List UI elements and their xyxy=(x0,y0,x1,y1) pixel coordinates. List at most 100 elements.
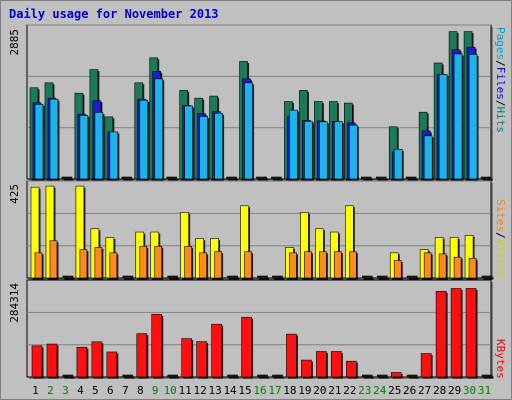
sites-bar xyxy=(214,251,222,279)
empty-day-bar xyxy=(272,275,283,279)
day-tick-label: 31 xyxy=(478,384,491,397)
pages-bar xyxy=(139,99,149,180)
empty-day-bar xyxy=(360,176,372,180)
sites-bar xyxy=(453,256,462,279)
sites-bar xyxy=(154,245,163,279)
sites-bar xyxy=(423,252,432,279)
empty-day-bar xyxy=(256,176,267,180)
pages-bar xyxy=(319,121,328,180)
empty-day-bar xyxy=(271,176,282,180)
day-tick-label: 11 xyxy=(179,384,192,397)
pages-bar xyxy=(184,105,193,180)
kbytes-bar xyxy=(31,345,43,378)
empty-day-bar xyxy=(257,275,268,279)
kbytes-bar xyxy=(450,288,462,378)
sites-bar xyxy=(468,258,477,279)
pages-bar xyxy=(34,104,44,180)
empty-day-bar xyxy=(61,176,73,180)
empty-day-bar-shadow xyxy=(169,277,180,280)
empty-day-bar-shadow xyxy=(259,376,270,379)
kbytes-panel-box xyxy=(26,279,492,378)
pages-bar xyxy=(423,135,433,180)
hits-ymax-label: 2885 xyxy=(8,29,21,56)
empty-day-bar-shadow xyxy=(228,178,239,181)
empty-day-bar-shadow xyxy=(377,178,388,181)
pages-bar xyxy=(289,109,298,180)
sites-bar xyxy=(34,252,43,279)
sites-bar xyxy=(393,260,402,279)
day-tick-label: 17 xyxy=(268,384,281,397)
day-tick-label: 18 xyxy=(283,384,296,397)
kbytes-bar xyxy=(331,351,342,378)
pages-bar xyxy=(154,78,164,180)
empty-day-bar xyxy=(257,374,268,378)
pages-bar xyxy=(49,98,59,180)
hits-legend-part: Files xyxy=(494,67,507,100)
kbytes-bar xyxy=(211,323,222,378)
day-tick-label: 7 xyxy=(122,384,129,397)
day-tick-label: 19 xyxy=(298,384,311,397)
hits-legend-part: Pages xyxy=(494,27,507,60)
kbytes-bar xyxy=(76,346,88,378)
empty-day-bar xyxy=(406,374,418,378)
day-tick-label: 13 xyxy=(208,384,221,397)
empty-day-bar xyxy=(122,275,134,279)
empty-day-bar-shadow xyxy=(169,376,180,379)
empty-day-bar-shadow xyxy=(64,277,75,280)
visits-panel-box xyxy=(26,180,492,279)
empty-day-bar xyxy=(375,176,387,180)
empty-day-bar-shadow xyxy=(483,376,494,379)
sites-bar xyxy=(94,247,103,279)
sites-bar xyxy=(349,251,357,279)
visits-ymax-label: 425 xyxy=(8,184,21,204)
kbytes-bar xyxy=(390,372,402,378)
day-tick-label: 14 xyxy=(223,384,237,397)
empty-day-bar-shadow xyxy=(408,376,419,379)
empty-day-bar-shadow xyxy=(229,376,240,379)
kbytes-bar xyxy=(181,338,192,378)
day-tick-label: 3 xyxy=(62,384,69,397)
sites-bar xyxy=(438,253,447,279)
kbytes-bar xyxy=(91,341,103,378)
pages-bar xyxy=(334,121,343,180)
day-tick-label: 25 xyxy=(388,384,401,397)
empty-day-bar xyxy=(227,374,238,378)
kbytes-bar xyxy=(316,351,327,378)
visits-legend-part: / xyxy=(494,232,507,239)
pages-bar xyxy=(438,74,448,180)
empty-day-bar-shadow xyxy=(272,178,283,181)
empty-day-bar xyxy=(227,275,238,279)
sites-bar xyxy=(199,252,207,279)
pages-bar xyxy=(468,54,478,180)
kbytes-bar xyxy=(435,290,447,378)
visits-legend: Sites/Visits xyxy=(494,199,507,279)
empty-day-bar-shadow xyxy=(273,277,284,280)
empty-day-bar xyxy=(361,374,373,378)
hits-legend-part: / xyxy=(494,60,507,67)
pages-bar xyxy=(244,82,253,180)
empty-day-bar-shadow xyxy=(363,277,374,280)
kbytes-bar xyxy=(136,333,148,378)
sites-bar xyxy=(244,251,252,279)
pages-bar xyxy=(214,112,223,180)
sites-bar xyxy=(139,245,148,279)
empty-day-bar xyxy=(226,176,237,180)
kbytes-bar xyxy=(196,341,207,378)
kbytes-ymax-label: 284314 xyxy=(8,283,21,323)
kbytes-bar xyxy=(301,359,312,378)
day-tick-label: 23 xyxy=(358,384,371,397)
sites-bar xyxy=(319,251,327,279)
empty-day-bar xyxy=(480,176,492,180)
empty-day-bar xyxy=(62,374,74,378)
day-tick-label: 5 xyxy=(92,384,99,397)
empty-day-bar xyxy=(361,275,373,279)
empty-day-bar xyxy=(481,374,493,378)
day-tick-label: 20 xyxy=(313,384,326,397)
kbytes-bar xyxy=(106,351,118,378)
day-tick-label: 26 xyxy=(403,384,416,397)
empty-day-bar xyxy=(167,275,179,279)
kbytes-legend: KBytes xyxy=(494,339,507,379)
empty-day-bar xyxy=(481,275,493,279)
day-tick-label: 30 xyxy=(463,384,476,397)
